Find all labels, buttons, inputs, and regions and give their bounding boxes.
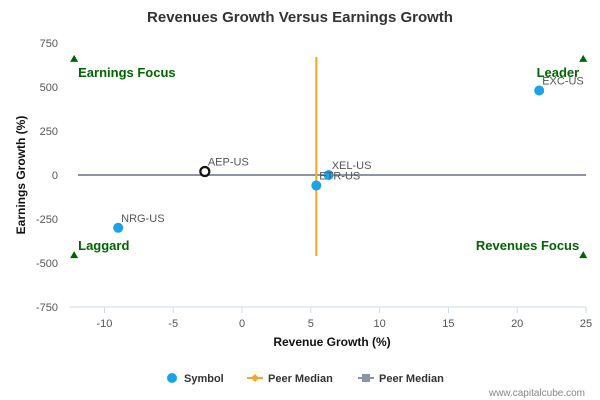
legend-label: Symbol	[184, 373, 224, 385]
y-tick-label: 250	[40, 126, 58, 138]
x-tick-label: 10	[373, 318, 385, 330]
quadrant-label: Earnings Focus	[78, 65, 176, 80]
data-point-label: XEL-US	[332, 160, 372, 172]
legend-square-icon	[362, 374, 370, 382]
data-point-label: EXC-US	[542, 76, 584, 88]
y-tick-label: -500	[36, 258, 58, 270]
y-tick-label: -750	[36, 302, 58, 314]
credit-text: www.capitalcube.com	[488, 388, 585, 399]
data-point-label: AEP-US	[208, 156, 249, 168]
x-tick-label: 5	[308, 318, 314, 330]
x-tick-label: 25	[580, 318, 592, 330]
x-axis-label: Revenue Growth (%)	[273, 335, 390, 349]
legend-label: Peer Median	[268, 373, 333, 385]
chart-title: Revenues Growth Versus Earnings Growth	[147, 9, 453, 26]
x-tick-label: 0	[239, 318, 245, 330]
data-point-label: ETR-US	[319, 171, 360, 183]
data-point	[311, 180, 322, 191]
data-point-label: NRG-US	[121, 213, 164, 225]
quadrant-label: Laggard	[78, 238, 129, 253]
x-tick-label: -5	[168, 318, 178, 330]
quadrant-marker-icon	[579, 251, 588, 259]
legend-label: Peer Median	[379, 373, 444, 385]
legend-diamond-icon	[251, 374, 259, 382]
quadrant-label: Leader	[537, 65, 580, 80]
y-axis-label: Earnings Growth (%)	[14, 116, 28, 235]
legend-symbol-icon	[167, 373, 177, 383]
x-tick-label: 15	[442, 318, 454, 330]
quadrant-label: Revenues Focus	[476, 238, 579, 253]
data-point	[113, 222, 124, 233]
y-tick-label: 750	[40, 38, 58, 50]
y-tick-label: -250	[36, 214, 58, 226]
quadrant-marker-icon	[579, 54, 588, 62]
legend: Symbol Peer Median Peer Median	[167, 373, 444, 385]
quadrant-marker-icon	[70, 54, 79, 62]
plot-area: -10 -5 0 5 10 15 20 25 -750 -500 -250 0 250 500 750 Ear…	[36, 38, 592, 330]
x-tick-label: -10	[96, 318, 112, 330]
data-point	[323, 170, 334, 180]
x-tick-label: 20	[511, 318, 523, 330]
quadrant-marker-icon	[70, 251, 79, 259]
data-point	[534, 85, 545, 96]
y-tick-label: 500	[40, 82, 58, 94]
data-point	[199, 165, 211, 178]
y-tick-label: 0	[52, 170, 58, 182]
